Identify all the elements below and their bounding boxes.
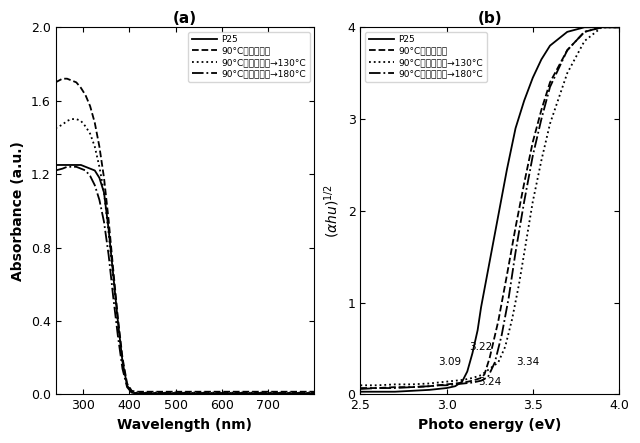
Title: (b): (b) [477,11,502,26]
X-axis label: Photo energy (eV): Photo energy (eV) [418,418,561,432]
Y-axis label: Absorbance (a.u.): Absorbance (a.u.) [11,141,25,281]
Text: 3.09: 3.09 [438,357,461,367]
Text: 3.24: 3.24 [478,377,501,387]
X-axis label: Wavelength (nm): Wavelength (nm) [117,418,252,432]
Text: 3.34: 3.34 [516,357,540,367]
Legend: P25, 90°C（開放系）, 90°C（開放系）→130°C, 90°C（開放系）→180°C: P25, 90°C（開放系）, 90°C（開放系）→130°C, 90°C（開放… [188,32,310,82]
Y-axis label: $(\alpha hu)^{1/2}$: $(\alpha hu)^{1/2}$ [323,184,342,238]
Text: 3.22: 3.22 [470,342,493,352]
Legend: P25, 90°C（開放系）, 90°C（開放系）→130°C, 90°C（開放系）→180°C: P25, 90°C（開放系）, 90°C（開放系）→130°C, 90°C（開放… [365,32,486,82]
Title: (a): (a) [173,11,197,26]
